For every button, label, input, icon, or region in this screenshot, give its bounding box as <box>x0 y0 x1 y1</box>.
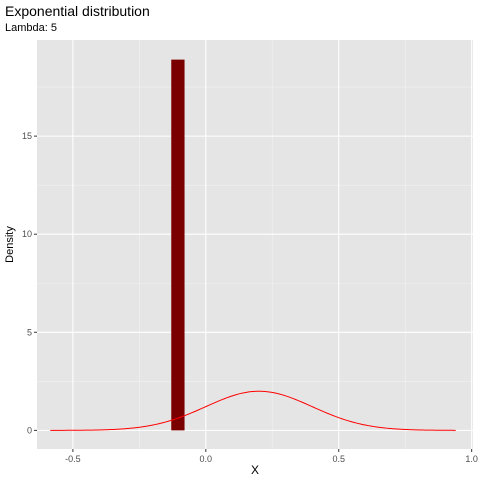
x-tick-label: 1.0 <box>465 454 478 464</box>
axes: -0.5 0.0 0.5 1.0 0 5 10 15 <box>22 131 478 464</box>
x-tick-label: 0.0 <box>200 454 213 464</box>
x-tick-label: -0.5 <box>65 454 81 464</box>
chart-subtitle: Lambda: 5 <box>5 22 57 34</box>
grid-lines <box>37 40 473 449</box>
plot-panel <box>37 40 473 449</box>
y-axis-title: Density <box>4 226 16 263</box>
x-axis-title: X <box>251 463 259 477</box>
histogram-bar <box>171 59 185 431</box>
density-curve <box>50 390 456 431</box>
y-tick-label: 0 <box>27 425 32 435</box>
y-tick-label: 5 <box>27 327 32 337</box>
y-tick-label: 10 <box>22 229 32 239</box>
x-tick-label: 0.5 <box>332 454 345 464</box>
chart-title: Exponential distribution <box>5 3 150 19</box>
histogram-bars <box>171 59 185 431</box>
y-tick-label: 15 <box>22 131 32 141</box>
